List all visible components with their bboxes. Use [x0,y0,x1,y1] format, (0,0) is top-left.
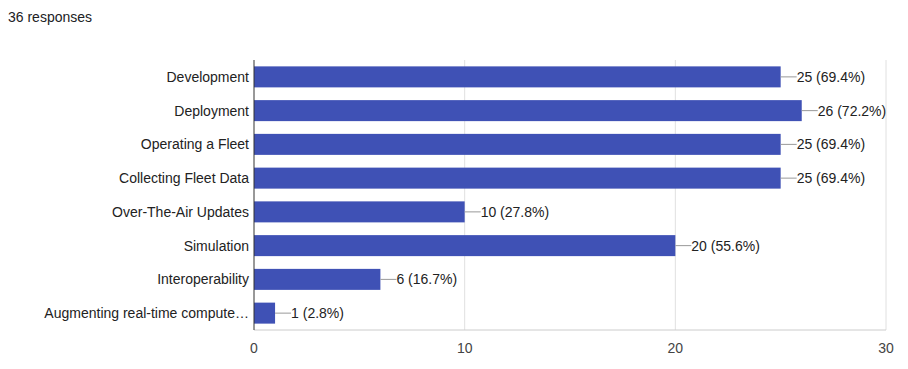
category-label: Collecting Fleet Data [119,170,249,186]
category-label: Augmenting real-time compute… [44,305,249,321]
data-label: 10 (27.8%) [481,204,549,220]
category-label: Interoperability [157,271,249,287]
data-label: 1 (2.8%) [291,305,344,321]
category-label: Operating a Fleet [141,136,249,152]
bar [254,100,802,121]
chart-svg: 36 responses 0 10 20 30 Development Deployment… [0,0,908,369]
bar [254,201,465,222]
bar [254,235,675,256]
chart-container: 36 responses 0 10 20 30 Development Deployment… [0,0,908,369]
category-label: Development [167,69,250,85]
category-label: Deployment [174,103,249,119]
label-connector [465,211,481,212]
tick-label: 20 [668,340,684,356]
grid-line [886,60,887,330]
bar [254,168,781,189]
label-connector [781,178,797,179]
category-label: Over-The-Air Updates [112,204,249,220]
data-label: 20 (55.6%) [691,238,759,254]
data-label: 25 (69.4%) [797,69,865,85]
bar [254,303,275,324]
label-connector [781,76,797,77]
bar [254,134,781,155]
title: 36 responses [8,9,92,25]
data-label: 25 (69.4%) [797,170,865,186]
y-axis [254,60,255,330]
label-connector [781,144,797,145]
data-label: 6 (16.7%) [396,271,457,287]
data-label: 26 (72.2%) [818,103,886,119]
tick-label: 10 [457,340,473,356]
x-axis [254,330,886,331]
label-connector [802,110,818,111]
bars [254,66,802,323]
tick-label: 0 [250,340,258,356]
label-connector [380,279,396,280]
label-connector [675,245,691,246]
label-connector [275,313,291,314]
bar [254,66,781,87]
data-label: 25 (69.4%) [797,136,865,152]
tick-label: 30 [878,340,894,356]
category-label: Simulation [184,238,249,254]
bar [254,269,380,290]
